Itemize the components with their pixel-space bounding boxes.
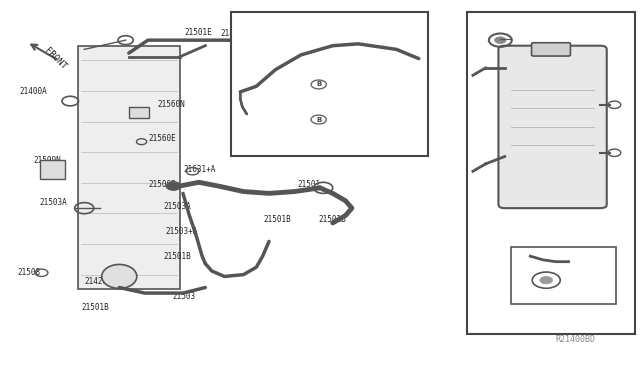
Text: 21501: 21501	[298, 180, 321, 189]
Circle shape	[540, 276, 552, 284]
Text: 21515E: 21515E	[231, 86, 259, 94]
Text: 21515+B: 21515+B	[473, 198, 506, 207]
Text: 21500B: 21500B	[148, 180, 176, 189]
Text: 21515EB: 21515EB	[549, 71, 582, 80]
Text: 21420E: 21420E	[84, 278, 112, 286]
Circle shape	[495, 37, 506, 44]
FancyBboxPatch shape	[532, 43, 570, 56]
Text: 21515R: 21515R	[541, 174, 570, 183]
Text: B: B	[316, 116, 321, 122]
Text: 21503: 21503	[172, 292, 195, 301]
Text: 21501B: 21501B	[164, 252, 191, 262]
Text: 21501E: 21501E	[185, 28, 212, 37]
Ellipse shape	[102, 264, 137, 288]
Text: 21501EB: 21501EB	[550, 116, 583, 125]
Text: 21596D: 21596D	[550, 58, 579, 67]
FancyBboxPatch shape	[499, 46, 607, 208]
Text: 21501EB: 21501EB	[486, 240, 518, 249]
Text: B: B	[316, 81, 321, 87]
Text: 21515: 21515	[291, 39, 314, 48]
Text: 21560E: 21560E	[258, 60, 286, 69]
Text: 21599N: 21599N	[33, 155, 61, 165]
FancyBboxPatch shape	[40, 160, 65, 179]
FancyBboxPatch shape	[253, 39, 271, 49]
FancyBboxPatch shape	[231, 13, 428, 157]
Text: 21501B: 21501B	[264, 215, 292, 224]
Text: FRONT: FRONT	[43, 46, 68, 71]
Text: R21400BD: R21400BD	[556, 335, 596, 344]
Text: 21508: 21508	[17, 268, 40, 277]
Text: 21503A: 21503A	[164, 202, 191, 211]
Circle shape	[166, 182, 181, 190]
Text: 21560N: 21560N	[157, 100, 185, 109]
Text: 08146-6162G: 08146-6162G	[332, 88, 378, 94]
Text: 21631+A: 21631+A	[183, 165, 216, 174]
Text: 21560N: 21560N	[264, 29, 292, 38]
Text: 21560E: 21560E	[148, 134, 176, 142]
Text: 08146-6162G: 08146-6162G	[332, 121, 378, 127]
Text: 21510+B: 21510+B	[355, 100, 387, 109]
Text: 21400A: 21400A	[220, 29, 248, 38]
FancyBboxPatch shape	[129, 108, 149, 118]
Text: 21503A: 21503A	[40, 198, 67, 207]
Text: 21501B: 21501B	[319, 215, 346, 224]
FancyBboxPatch shape	[511, 247, 616, 304]
Text: 21515+A: 21515+A	[541, 150, 574, 159]
Text: 21516: 21516	[518, 34, 541, 43]
Text: 21501B: 21501B	[81, 303, 109, 312]
Text: (2): (2)	[346, 93, 358, 100]
Text: 21503+A: 21503+A	[166, 227, 198, 235]
Text: 2151D: 2151D	[250, 91, 273, 100]
FancyBboxPatch shape	[467, 13, 636, 334]
FancyBboxPatch shape	[78, 46, 180, 289]
Text: (1): (1)	[346, 126, 358, 133]
Text: 21400A: 21400A	[19, 87, 47, 96]
